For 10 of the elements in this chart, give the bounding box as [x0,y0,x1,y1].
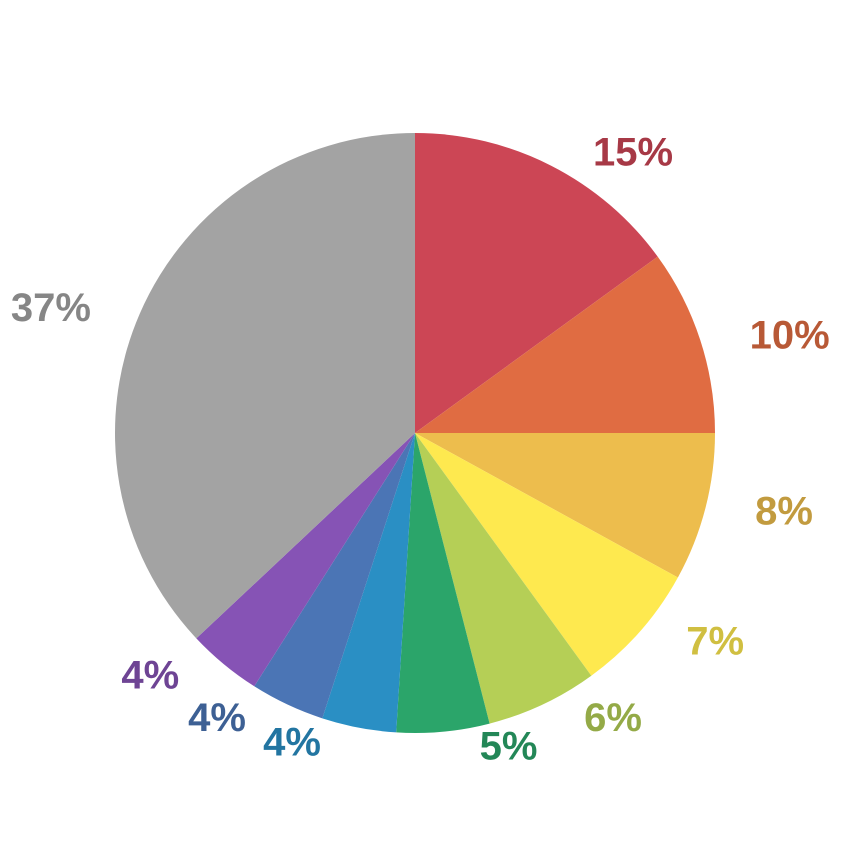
data-label: 7% [686,619,744,664]
data-label: 10% [750,314,830,358]
data-label: 4% [121,654,180,698]
data-label: 37% [10,286,91,330]
data-label: 4% [263,720,321,764]
data-label: 4% [188,696,246,740]
data-label: 6% [584,696,642,740]
data-label: 5% [480,724,538,769]
data-label: 8% [755,489,813,534]
data-label: 15% [593,130,674,174]
